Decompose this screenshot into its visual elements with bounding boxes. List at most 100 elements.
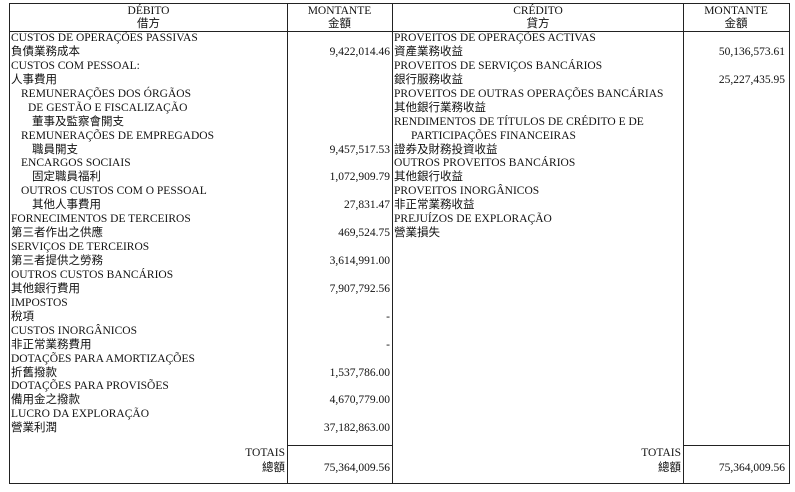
column-divider (683, 4, 684, 483)
table-row: REMUNERAÇÕES DOS ÓRGÃOS (10, 88, 392, 102)
row-label: CUSTOS DE OPERAÇÕES PASSIVAS (11, 32, 198, 44)
row-label: REMUNERAÇÕES DE EMPREGADOS (21, 129, 214, 142)
row-amount: - (386, 310, 390, 323)
totals-label-zh: 總額 (658, 462, 681, 474)
table-row: PROVEITOS DE SERVIÇOS BANCÁRIOS (393, 60, 789, 74)
row-label: REMUNERAÇÕES DOS ÓRGÃOS (21, 87, 191, 100)
debit-totals-amount: 75,364,009.56 (323, 462, 390, 474)
row-label: LUCRO DA EXPLORAÇÃO (11, 408, 150, 421)
row-label: CUSTOS INORGÂNICOS (11, 324, 137, 337)
table-row: PREJUÍZOS DE EXPLORAÇÃO (393, 213, 789, 227)
row-amount: 3,614,991.00 (329, 255, 390, 267)
row-label: 其他人事費用 (32, 199, 101, 212)
debit-rows: CUSTOS DE OPERAÇÕES PASSIVAS 負債業務成本 9,422,… (10, 32, 392, 436)
credit-rows: PROVEITOS DE OPERAÇÕES ACTIVAS 資產業務收益 50,1… (393, 32, 789, 241)
credit-amount-header: MONTANTE 金額 (683, 4, 789, 32)
table-row: LUCRO DA EXPLORAÇÃO (10, 408, 392, 422)
row-amount: 1,537,786.00 (329, 366, 390, 379)
row-amount: 4,670,779.00 (329, 394, 390, 407)
table-row: 備用金之撥款 4,670,779.00 (10, 394, 392, 408)
amount-title: MONTANTE (307, 5, 372, 17)
row-label: 第三者作出之供應 (11, 227, 103, 240)
row-label: OUTROS CUSTOS BANCÁRIOS (11, 268, 174, 281)
table-row: 董事及監察會開支 (10, 116, 392, 130)
row-label: PREJUÍZOS DE EXPLORAÇÃO (394, 213, 552, 226)
table-row: 營業利潤 37,182,863.00 (10, 422, 392, 436)
totals-label: TOTAIS (641, 447, 681, 459)
table-row: OUTROS PROVEITOS BANCÁRIOS (393, 157, 789, 171)
table-row: DOTAÇÕES PARA AMORTIZAÇÕES (10, 353, 392, 367)
amount-title-zh: 金額 (328, 18, 351, 30)
table-row: 人事費用 (10, 74, 392, 88)
table-row: DE GESTÃO E FISCALIZAÇÃO (10, 102, 392, 116)
row-label: 銀行服務收益 (394, 73, 463, 86)
table-row: 資產業務收益 50,136,573.61 (393, 46, 789, 60)
row-label: PROVEITOS INORGÂNICOS (394, 185, 540, 198)
debit-header: DÉBITO 借方 (10, 4, 287, 32)
table-row: PROVEITOS DE OUTRAS OPERAÇÕES BANCÁRIAS (393, 88, 789, 102)
row-label: IMPOSTOS (11, 296, 68, 309)
table-row: PROVEITOS DE OPERAÇÕES ACTIVAS (393, 32, 789, 46)
row-label: FORNECIMENTOS DE TERCEIROS (11, 213, 191, 226)
row-label: 固定職員福利 (32, 171, 101, 184)
credit-header: CRÉDITO 貸方 (393, 4, 683, 32)
row-amount: 469,524.75 (338, 227, 390, 240)
row-amount: 9,422,014.46 (329, 45, 390, 58)
debit-table: DÉBITO 借方 MONTANTE 金額 CUSTOS DE OPERAÇÕE… (9, 3, 393, 484)
table-row: 其他銀行業務收益 (393, 102, 789, 116)
totals-label: TOTAIS (245, 447, 285, 459)
credit-table: CRÉDITO 貸方 MONTANTE 金額 PROVEITOS DE OPER… (392, 3, 790, 484)
table-row: 其他銀行費用 7,907,792.56 (10, 283, 392, 297)
row-label: 董事及監察會開支 (32, 115, 124, 128)
table-row: 其他人事費用 27,831.47 (10, 199, 392, 213)
row-label: 資產業務收益 (394, 45, 463, 58)
row-label: PARTICIPAÇÕES FINANCEIRAS (411, 129, 576, 142)
row-label: 非正常業務收益 (394, 199, 475, 212)
table-row: 非正常業務收益 (393, 199, 789, 213)
table-row: 稅項 - (10, 311, 392, 325)
row-label: 營業利潤 (11, 422, 57, 435)
debit-title: DÉBITO (127, 5, 170, 17)
amount-title: MONTANTE (704, 5, 768, 17)
row-label: 稅項 (11, 310, 34, 323)
amount-title-zh: 金額 (724, 18, 748, 30)
table-row: ENCARGOS SOCIAIS (10, 157, 392, 171)
row-amount: 50,136,573.61 (718, 45, 785, 58)
row-label: 營業損失 (394, 227, 440, 240)
table-row: 職員開支 9,457,517.53 (10, 144, 392, 158)
debit-amount-header: MONTANTE 金額 (287, 4, 392, 32)
table-row: 負債業務成本 9,422,014.46 (10, 46, 392, 60)
row-amount: 27,831.47 (344, 199, 390, 212)
table-row: RENDIMENTOS DE TÍTULOS DE CRÉDITO E DE (393, 116, 789, 130)
table-row: REMUNERAÇÕES DE EMPREGADOS (10, 130, 392, 144)
table-row: DOTAÇÕES PARA PROVISÕES (10, 380, 392, 394)
row-label: DOTAÇÕES PARA AMORTIZAÇÕES (11, 352, 195, 365)
table-row: 非正常業務費用 - (10, 339, 392, 353)
credit-totals-label: TOTAIS 總額 (393, 446, 681, 476)
table-row: PARTICIPAÇÕES FINANCEIRAS (393, 130, 789, 144)
row-label: 證券及財務投資收益 (394, 143, 498, 156)
totals-divider (287, 445, 392, 446)
row-label: RENDIMENTOS DE TÍTULOS DE CRÉDITO E DE (394, 115, 644, 128)
row-label: 人事費用 (11, 73, 57, 86)
table-row: OUTROS CUSTOS BANCÁRIOS (10, 269, 392, 283)
row-amount: - (386, 338, 390, 351)
row-amount: 37,182,863.00 (323, 422, 390, 435)
table-row: PROVEITOS INORGÂNICOS (393, 185, 789, 199)
table-row: IMPOSTOS (10, 297, 392, 311)
table-row: CUSTOS COM PESSOAL: (10, 60, 392, 74)
debit-totals-label: TOTAIS 總額 (10, 446, 285, 476)
header-divider (10, 31, 392, 32)
row-label: OUTROS PROVEITOS BANCÁRIOS (394, 157, 576, 170)
row-label: ENCARGOS SOCIAIS (21, 157, 131, 170)
row-label: 其他銀行費用 (11, 282, 80, 295)
table-row: CUSTOS DE OPERAÇÕES PASSIVAS (10, 32, 392, 46)
table-row: 第三者提供之勞務 3,614,991.00 (10, 255, 392, 269)
row-label: 職員開支 (32, 143, 78, 156)
row-amount: 1,072,909.79 (329, 171, 390, 184)
column-divider (287, 4, 288, 483)
row-label: 折舊撥款 (11, 366, 57, 379)
table-row: OUTROS CUSTOS COM O PESSOAL (10, 185, 392, 199)
row-label: 負債業務成本 (11, 45, 80, 58)
table-row: 營業損失 (393, 227, 789, 241)
